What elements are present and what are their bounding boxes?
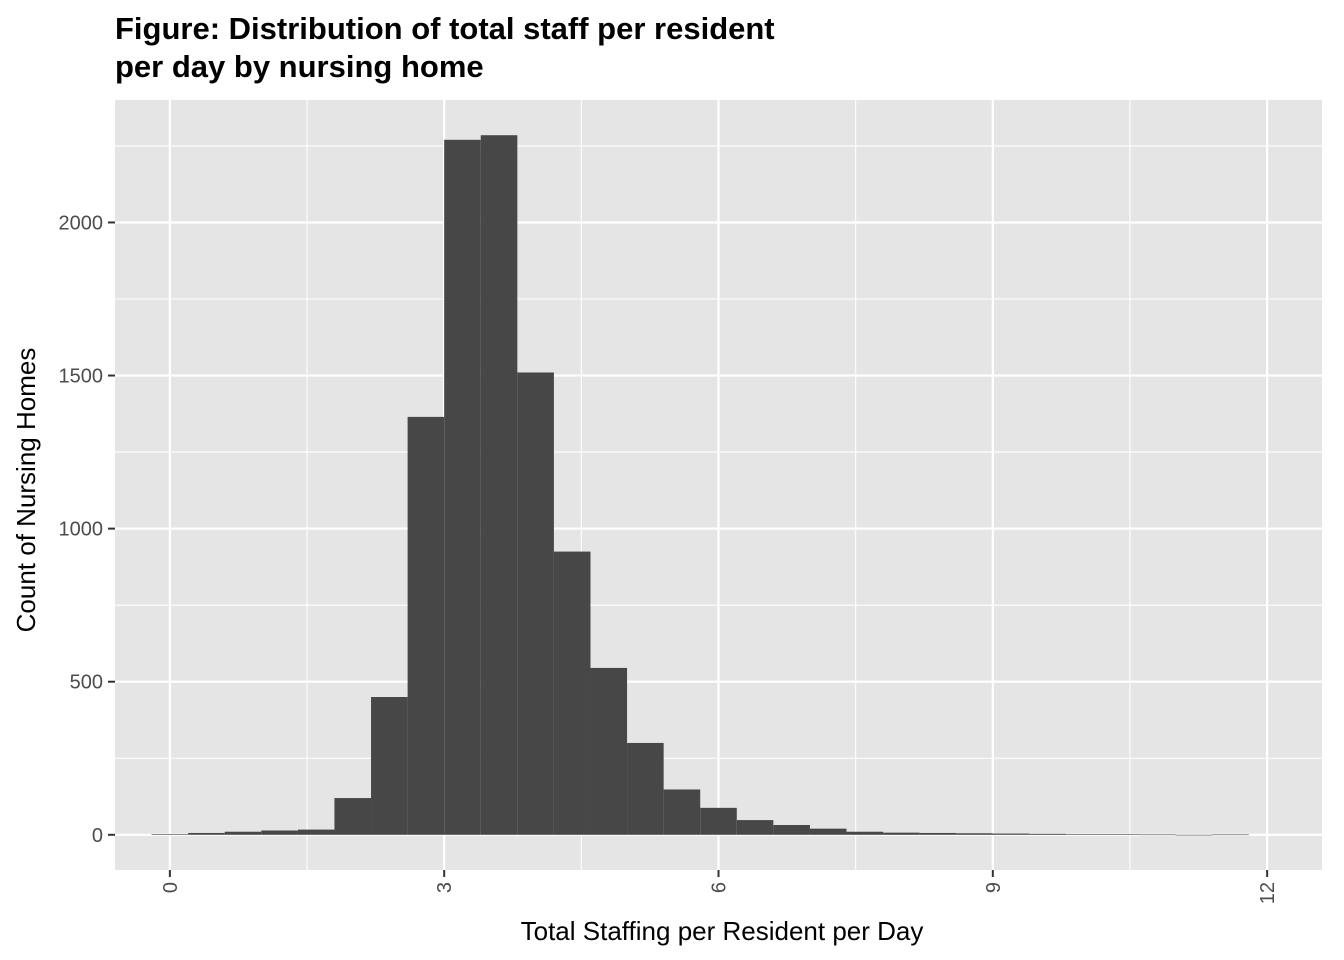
y-axis-title: Count of Nursing Homes (11, 348, 41, 633)
chart-title-line-2: per day by nursing home (115, 49, 484, 84)
histogram-bar (627, 742, 664, 835)
histogram-bar (151, 834, 189, 835)
y-axis-ticks: 0 500 1000 1500 2000 (59, 212, 115, 847)
y-tick-label: 2000 (59, 212, 104, 234)
histogram-bar (188, 832, 225, 835)
histogram-bar (1212, 834, 1249, 836)
histogram-bar (1175, 834, 1213, 836)
histogram-bar (297, 829, 335, 835)
histogram-bar (444, 139, 481, 835)
histogram-bar (553, 551, 591, 835)
histogram-bar (1102, 834, 1140, 835)
histogram-bar (700, 807, 737, 835)
histogram-bar (773, 824, 810, 835)
y-tick-label: 0 (92, 825, 103, 847)
histogram-bar (956, 833, 993, 835)
x-axis-title: Total Staffing per Resident per Day (521, 916, 924, 946)
histogram-bar (883, 832, 920, 835)
histogram-bar (1065, 834, 1103, 835)
y-tick-label: 1000 (59, 519, 104, 541)
x-tick-label: 0 (160, 882, 182, 893)
histogram-bar (736, 820, 774, 835)
histogram-bar (407, 416, 445, 835)
histogram-bar (224, 831, 262, 835)
histogram-bar (334, 798, 372, 835)
histogram-bar (517, 372, 554, 835)
y-tick-label: 500 (70, 672, 103, 694)
histogram-bar (1029, 833, 1066, 835)
x-tick-label: 12 (1257, 882, 1279, 904)
histogram-bar (261, 830, 298, 835)
histogram-bar (663, 789, 701, 835)
histogram-bar (480, 135, 518, 835)
x-tick-label: 9 (983, 882, 1005, 893)
histogram-bar (809, 828, 847, 835)
histogram-bar (846, 831, 884, 835)
histogram-bar (1139, 834, 1176, 836)
x-tick-label: 6 (709, 882, 731, 893)
x-tick-label: 3 (434, 882, 456, 893)
histogram-bar (992, 833, 1030, 835)
histogram-bar (590, 667, 628, 835)
histogram-bars (151, 135, 1249, 836)
y-tick-label: 1500 (59, 366, 104, 388)
histogram-bar (919, 832, 957, 835)
chart-title-line-1: Figure: Distribution of total staff per … (115, 11, 775, 46)
x-axis-ticks: 0 3 6 9 12 (160, 870, 1279, 904)
histogram-bar (371, 697, 408, 835)
